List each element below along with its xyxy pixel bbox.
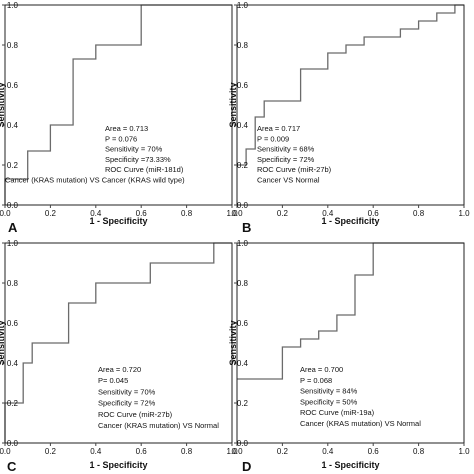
x-tick-label: 0.6 — [368, 447, 380, 456]
roc-panel-d: 0.0 0.2 0.4 0.6 0.8 1.00.00.20.40.60.81.01 - … — [228, 239, 470, 474]
annotation-line: ROC Curve (miR-27b) — [98, 410, 173, 419]
x-tick-label: 0.8 — [413, 209, 425, 218]
y-axis-title: Sensitivity — [228, 82, 238, 127]
annotation-line: ROC Curve (miR-181d) — [105, 165, 184, 174]
annotation-line: ROC Curve (miR-19a) — [300, 408, 375, 417]
y-tick-label: 0.4 — [7, 121, 19, 130]
y-tick-label: 0.0 — [7, 201, 19, 210]
y-tick-label: 0.4 — [237, 121, 249, 130]
panel-letter: B — [242, 220, 251, 235]
y-tick-label: 1.0 — [7, 1, 19, 10]
y-tick-label: 0.0 — [237, 201, 249, 210]
x-tick-label: 1.0 — [458, 447, 470, 456]
y-tick-label: 1.0 — [237, 1, 249, 10]
y-tick-label: 0.0 — [7, 439, 19, 448]
annotation-line: Area = 0.720 — [98, 365, 141, 374]
annotation-line: Specificity =73.33% — [105, 155, 171, 164]
x-tick-label: 0.2 — [277, 209, 289, 218]
annotation-line: Cancer VS Normal — [257, 176, 320, 185]
annotation-line: Area = 0.713 — [105, 124, 148, 133]
annotation-line: Sensitivity = 68% — [257, 145, 315, 154]
annotation-line: Area = 0.717 — [257, 124, 300, 133]
annotation-line: Area = 0.700 — [300, 365, 343, 374]
x-axis-title: 1 - Specificity — [89, 460, 147, 470]
x-tick-label: 0.0 — [231, 447, 243, 456]
x-tick-label: 0.0 — [0, 447, 11, 456]
annotation-line: Cancer (KRAS mutation) VS Normal — [300, 419, 421, 428]
x-tick-label: 0.6 — [136, 447, 148, 456]
annotation-line: Cancer (KRAS mutation) VS Cancer (KRAS w… — [5, 176, 185, 185]
x-tick-label: 0.2 — [277, 447, 289, 456]
annotation-line: Sensitivity = 70% — [98, 387, 156, 396]
annotation-line: P = 0.068 — [300, 376, 332, 385]
y-tick-label: 0.4 — [237, 359, 249, 368]
annotation-line: Cancer (KRAS mutation) VS Normal — [98, 421, 219, 430]
y-axis-title: Sensitivity — [0, 82, 6, 127]
x-tick-label: 0.4 — [90, 209, 102, 218]
y-tick-label: 0.2 — [237, 161, 249, 170]
x-tick-label: 0.0 — [0, 209, 11, 218]
annotation-line: Sensitivity = 84% — [300, 387, 358, 396]
x-axis-title: 1 - Specificity — [321, 216, 379, 226]
annotation-line: ROC Curve (miR-27b) — [257, 165, 332, 174]
plot-frame — [236, 4, 465, 206]
y-tick-label: 0.2 — [7, 399, 19, 408]
x-tick-label: 0.4 — [322, 209, 334, 218]
y-tick-label: 0.6 — [237, 81, 249, 90]
y-tick-label: 1.0 — [7, 239, 19, 248]
roc-curve — [237, 242, 464, 380]
annotation-line: P = 0.076 — [105, 134, 137, 143]
x-tick-label: 1.0 — [458, 209, 470, 218]
y-tick-label: 0.2 — [237, 399, 249, 408]
y-tick-label: 0.6 — [7, 81, 19, 90]
panel-letter: A — [8, 220, 18, 235]
x-tick-label: 0.8 — [181, 447, 193, 456]
x-axis-title: 1 - Specificity — [321, 460, 379, 470]
y-tick-label: 0.2 — [7, 161, 19, 170]
annotation-line: P = 0.009 — [257, 134, 289, 143]
x-axis-title: 1 - Specificity — [89, 216, 147, 226]
x-tick-label: 0.4 — [90, 447, 102, 456]
annotation-line: P= 0.045 — [98, 376, 128, 385]
y-axis-title: Sensitivity — [0, 320, 6, 365]
y-tick-label: 0.4 — [7, 359, 19, 368]
x-tick-label: 0.0 — [231, 209, 243, 218]
annotation-line: Specificity = 72% — [98, 399, 156, 408]
roc-curve — [237, 4, 464, 166]
y-tick-label: 0.8 — [237, 279, 249, 288]
annotation-line: Sensitivity = 70% — [105, 145, 163, 154]
x-tick-label: 0.6 — [368, 209, 380, 218]
roc-curve — [4, 4, 232, 205]
x-tick-label: 0.8 — [181, 209, 193, 218]
plot-frame — [4, 4, 233, 206]
roc-curve — [4, 242, 232, 443]
annotation-line: Specificity = 50% — [300, 397, 358, 406]
roc-panel-a: 0.0 0.2 0.4 0.6 0.8 1.0 0.0 0.2 0.4 0.6 0.8 1.0 1 - … — [0, 1, 238, 235]
y-tick-label: 0.8 — [7, 41, 19, 50]
y-tick-label: 0.6 — [7, 319, 19, 328]
panel-letter: D — [242, 459, 251, 474]
x-tick-label: 0.6 — [136, 209, 148, 218]
roc-panel-b: 0.0 0.2 0.4 0.6 0.8 1.00.00.20.40.60.81.01 - … — [228, 1, 470, 235]
y-axis-title: Sensitivity — [228, 320, 238, 365]
x-tick-label: 1.0 — [226, 209, 238, 218]
plot-frame — [236, 242, 465, 444]
y-tick-label: 1.0 — [237, 239, 249, 248]
roc-panel-c: 0.0 0.2 0.4 0.6 0.8 1.0 0.0 0.2 0.4 0.6 0.8 1.0 1 - … — [0, 239, 238, 474]
plot-frame — [4, 242, 233, 444]
y-tick-label: 0.6 — [237, 319, 249, 328]
y-tick-label: 0.0 — [237, 439, 249, 448]
x-tick-label: 0.4 — [322, 447, 334, 456]
x-tick-label: 0.2 — [45, 447, 57, 456]
x-tick-label: 0.8 — [413, 447, 425, 456]
annotation-line: Specificity = 72% — [257, 155, 315, 164]
panel-letter: C — [7, 459, 17, 474]
x-tick-label: 0.2 — [45, 209, 57, 218]
y-tick-label: 0.8 — [7, 279, 19, 288]
y-tick-label: 0.8 — [237, 41, 249, 50]
x-tick-label: 1.0 — [226, 447, 238, 456]
